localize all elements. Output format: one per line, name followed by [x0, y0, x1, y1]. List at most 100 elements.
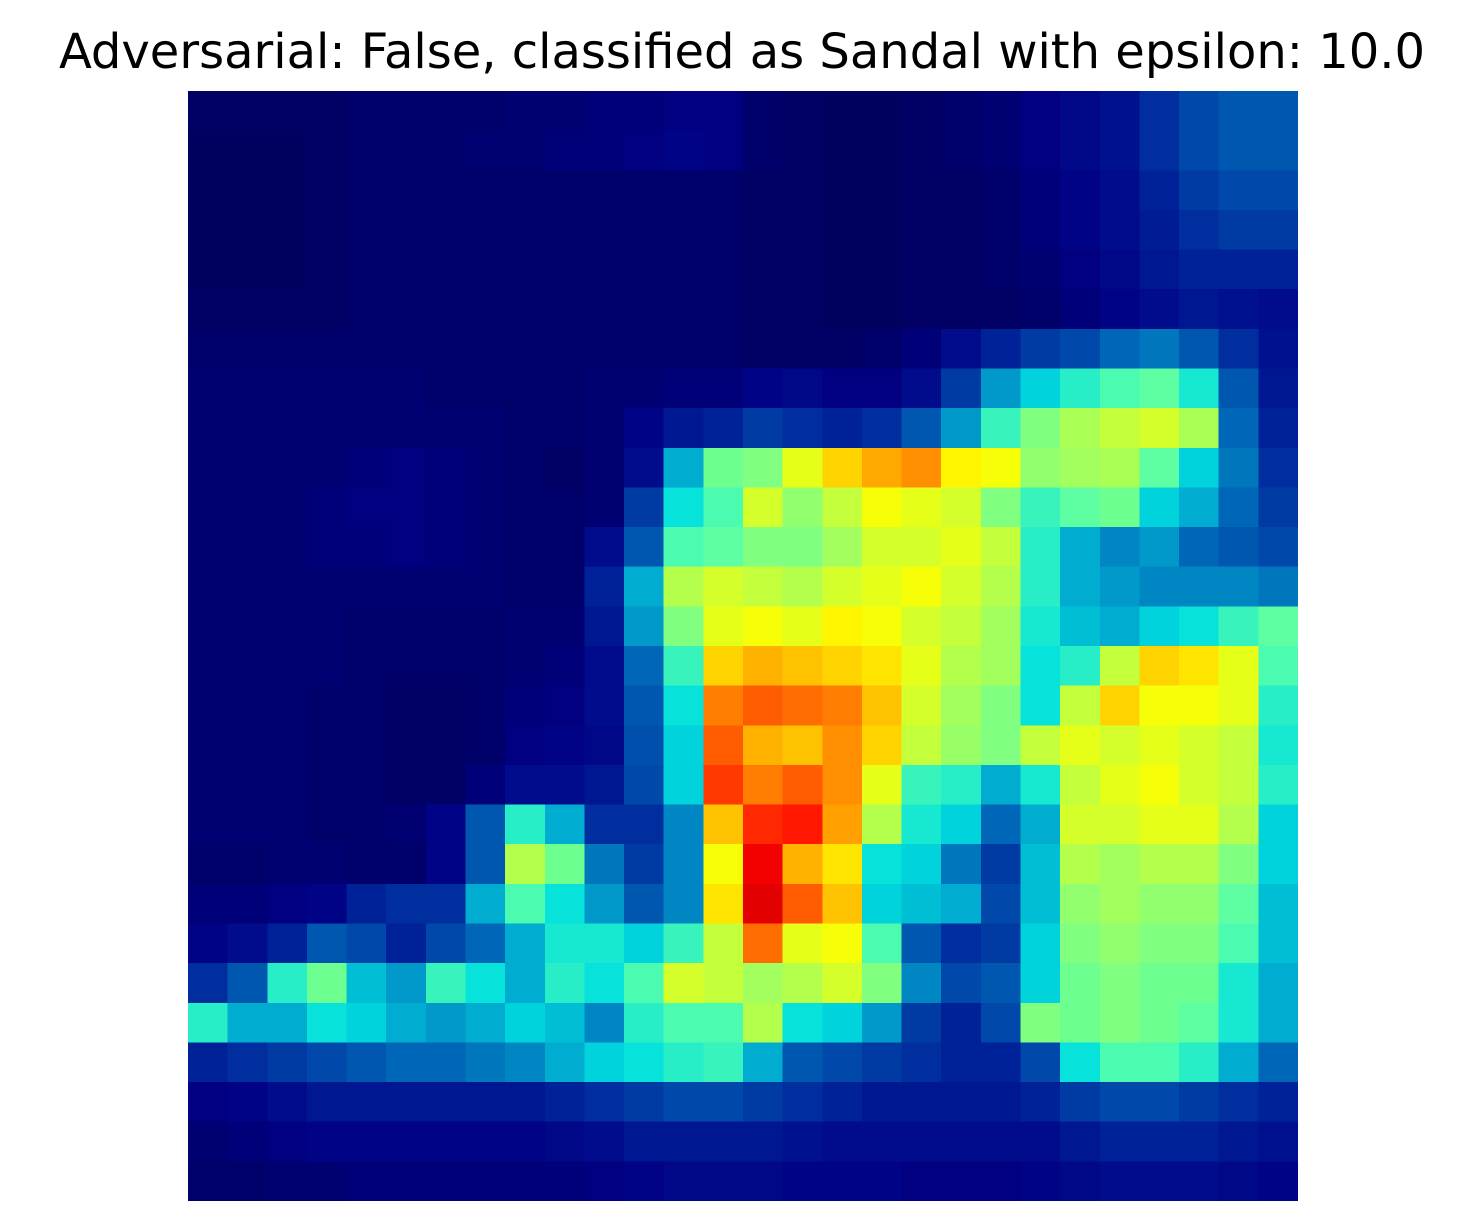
- heatmap-cell: [1258, 527, 1298, 568]
- heatmap-cell: [663, 1121, 704, 1162]
- heatmap-cell: [227, 923, 268, 964]
- heatmap-cell: [861, 447, 903, 489]
- heatmap-cell: [386, 91, 427, 132]
- heatmap-cell: [188, 566, 229, 607]
- heatmap-cell: [624, 1042, 665, 1083]
- heatmap-cell: [227, 646, 268, 687]
- heatmap-cell: [1139, 685, 1180, 726]
- heatmap-cell: [227, 130, 268, 171]
- heatmap-cell: [1139, 646, 1180, 687]
- heatmap-cell: [743, 764, 784, 806]
- heatmap-cell: [743, 91, 784, 132]
- heatmap-cell: [624, 606, 665, 647]
- heatmap-cell: [1218, 408, 1259, 449]
- heatmap-cell: [1218, 368, 1259, 409]
- heatmap-cell: [663, 91, 704, 132]
- heatmap-cell: [1020, 487, 1061, 528]
- heatmap-cell: [941, 566, 982, 607]
- heatmap-cell: [425, 883, 467, 925]
- heatmap-cell: [1139, 130, 1180, 171]
- heatmap-cell: [267, 883, 308, 925]
- heatmap-cell: [267, 764, 308, 806]
- heatmap-cell: [663, 328, 704, 370]
- heatmap-cell: [465, 527, 506, 568]
- heatmap-cell: [663, 883, 704, 925]
- heatmap-cell: [782, 249, 823, 290]
- heatmap-cell: [425, 566, 467, 607]
- heatmap-cell: [1139, 804, 1180, 845]
- heatmap-cell: [306, 170, 348, 211]
- heatmap-cell: [1099, 170, 1141, 211]
- heatmap-cell: [1179, 764, 1220, 806]
- heatmap-cell: [306, 923, 348, 964]
- heatmap-cell: [822, 130, 863, 171]
- heatmap-cell: [941, 527, 982, 568]
- heatmap-cell: [782, 170, 823, 211]
- heatmap-cell: [227, 1082, 268, 1123]
- heatmap-cell: [624, 566, 665, 607]
- heatmap-cell: [822, 606, 863, 647]
- heatmap-cell: [822, 963, 863, 1004]
- heatmap-cell: [822, 804, 863, 845]
- heatmap-cell: [227, 487, 268, 528]
- heatmap-cell: [465, 804, 506, 845]
- heatmap-cell: [386, 1002, 427, 1044]
- heatmap-cell: [980, 1042, 1022, 1083]
- heatmap-cell: [1139, 1002, 1180, 1044]
- heatmap-cell: [782, 130, 823, 171]
- heatmap-cell: [822, 170, 863, 211]
- heatmap-cell: [505, 368, 546, 409]
- heatmap-cell: [663, 764, 704, 806]
- heatmap-cell: [1258, 844, 1298, 885]
- heatmap-cell: [1099, 1121, 1141, 1162]
- heatmap-cell: [861, 328, 903, 370]
- heatmap-cell: [1218, 923, 1259, 964]
- heatmap-cell: [980, 130, 1022, 171]
- heatmap-cell: [743, 1121, 784, 1162]
- heatmap-cell: [703, 368, 744, 409]
- heatmap-cell: [386, 408, 427, 449]
- heatmap-cell: [267, 804, 308, 845]
- heatmap-cell: [1218, 566, 1259, 607]
- heatmap-cell: [1060, 328, 1101, 370]
- heatmap-cell: [1099, 883, 1141, 925]
- heatmap-cell: [386, 130, 427, 171]
- heatmap-cell: [1179, 91, 1220, 132]
- heatmap-cell: [703, 170, 744, 211]
- heatmap-cell: [465, 923, 506, 964]
- heatmap-cell: [346, 368, 387, 409]
- heatmap-cell: [1139, 1082, 1180, 1123]
- heatmap-cell: [188, 91, 229, 132]
- heatmap-cell: [1218, 170, 1259, 211]
- heatmap-cell: [505, 725, 546, 766]
- heatmap-cell: [782, 963, 823, 1004]
- heatmap-cell: [1020, 527, 1061, 568]
- heatmap-cell: [1060, 408, 1101, 449]
- heatmap-cell: [703, 130, 744, 171]
- heatmap-cell: [624, 328, 665, 370]
- heatmap-cell: [1060, 170, 1101, 211]
- heatmap-cell: [1139, 289, 1180, 330]
- heatmap-cell: [1020, 804, 1061, 845]
- heatmap-cell: [306, 408, 348, 449]
- heatmap-cell: [822, 646, 863, 687]
- heatmap-cell: [1258, 566, 1298, 607]
- heatmap-cell: [1218, 1082, 1259, 1123]
- heatmap-cell: [941, 844, 982, 885]
- heatmap-cell: [901, 725, 942, 766]
- heatmap-cell: [1099, 130, 1141, 171]
- heatmap-cell: [188, 487, 229, 528]
- heatmap-cell: [465, 91, 506, 132]
- heatmap-cell: [1060, 804, 1101, 845]
- heatmap-cell: [306, 804, 348, 845]
- heatmap-cell: [822, 408, 863, 449]
- heatmap-cell: [1139, 883, 1180, 925]
- heatmap-cell: [227, 1002, 268, 1044]
- heatmap-cell: [346, 289, 387, 330]
- heatmap-cell: [861, 804, 903, 845]
- heatmap-cell: [544, 963, 586, 1004]
- heatmap-cell: [1060, 566, 1101, 607]
- heatmap-cell: [1258, 289, 1298, 330]
- heatmap-cell: [1099, 923, 1141, 964]
- heatmap-cell: [267, 91, 308, 132]
